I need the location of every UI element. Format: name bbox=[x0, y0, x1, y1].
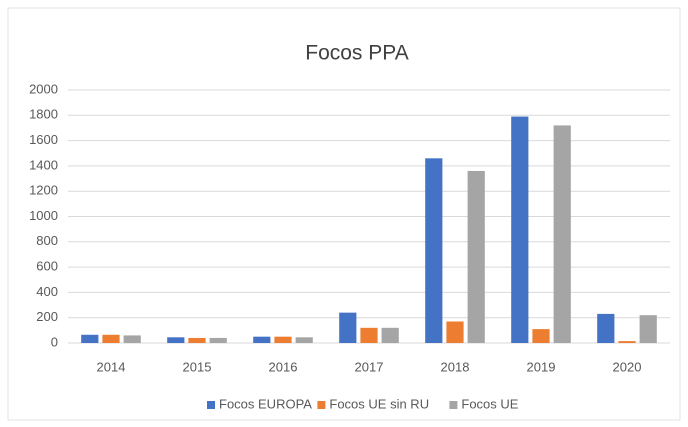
legend-swatch bbox=[317, 401, 326, 409]
bar bbox=[360, 327, 378, 343]
bar bbox=[381, 327, 399, 343]
chart-title: Focos PPA bbox=[305, 42, 408, 65]
y-tick-label: 1000 bbox=[29, 208, 58, 223]
chart-frame bbox=[7, 7, 681, 421]
x-tick-label: 2016 bbox=[269, 359, 298, 374]
x-tick-label: 2019 bbox=[527, 359, 556, 374]
y-tick-label: 1800 bbox=[29, 107, 58, 122]
bar bbox=[532, 329, 550, 343]
bar bbox=[167, 337, 185, 343]
bar bbox=[102, 334, 120, 343]
bar bbox=[274, 336, 292, 343]
legend-label: Focos EUROPA bbox=[219, 396, 312, 411]
bar bbox=[511, 116, 529, 343]
x-tick-label: 2017 bbox=[355, 359, 384, 374]
bar bbox=[467, 170, 485, 343]
bar bbox=[209, 337, 227, 343]
bar bbox=[253, 336, 271, 343]
legend-label: Focos UE sin RU bbox=[329, 396, 429, 411]
y-tick-label: 2000 bbox=[29, 81, 58, 96]
x-tick-label: 2015 bbox=[183, 359, 212, 374]
y-tick-label: 200 bbox=[36, 309, 58, 324]
y-tick-label: 1400 bbox=[29, 157, 58, 172]
bar bbox=[123, 335, 141, 343]
bar bbox=[425, 158, 443, 343]
bar bbox=[446, 321, 464, 343]
y-tick-label: 800 bbox=[36, 233, 58, 248]
y-tick-label: 400 bbox=[36, 284, 58, 299]
y-tick-label: 1600 bbox=[29, 132, 58, 147]
bar bbox=[618, 341, 636, 343]
bar bbox=[639, 315, 657, 343]
y-tick-label: 0 bbox=[51, 334, 58, 349]
bar bbox=[553, 125, 571, 343]
legend-label: Focos UE bbox=[461, 396, 518, 411]
bar bbox=[339, 312, 357, 343]
bar bbox=[295, 337, 313, 343]
legend-swatch bbox=[207, 401, 215, 409]
bar bbox=[597, 313, 615, 343]
x-tick-label: 2020 bbox=[613, 359, 642, 374]
bar bbox=[81, 334, 99, 343]
x-tick-label: 2018 bbox=[441, 359, 470, 374]
y-tick-label: 600 bbox=[36, 259, 58, 274]
x-tick-label: 2014 bbox=[97, 359, 126, 374]
bar bbox=[188, 337, 206, 343]
y-tick-label: 1200 bbox=[29, 183, 58, 198]
legend-swatch bbox=[449, 401, 458, 409]
